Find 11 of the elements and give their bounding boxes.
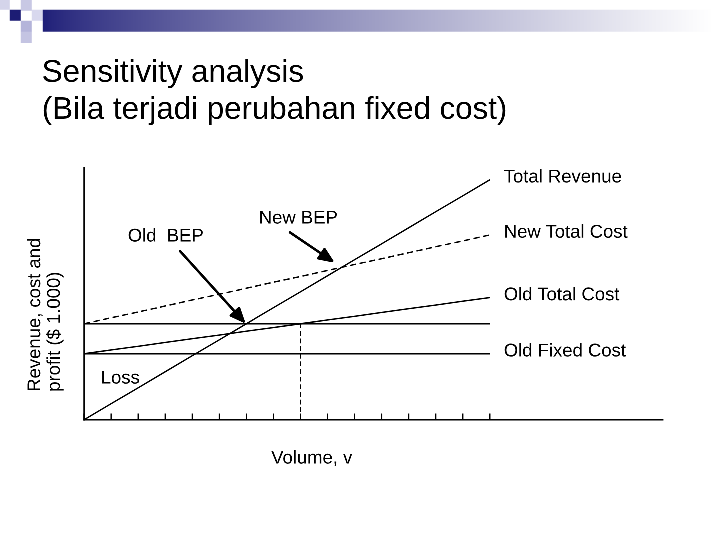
x-axis-title: Volume, v [272, 450, 352, 466]
y-axis-title: Revenue, cost and profit ($ 1.000) [27, 239, 64, 391]
series-label: Old Total Cost [504, 287, 620, 301]
chart-subtitle: (Bila terjadi perubahan fixed cost) [44, 96, 506, 126]
chart-title: Sensitivity analysis [43, 59, 304, 88]
annotation: Old BEP [128, 228, 203, 242]
annotation: Loss [102, 371, 140, 384]
annotation: New BEP [260, 211, 338, 224]
series-label: Old Fixed Cost [504, 343, 626, 357]
series-label: Total Revenue [504, 169, 622, 183]
series-label: New Total Cost [506, 224, 628, 238]
